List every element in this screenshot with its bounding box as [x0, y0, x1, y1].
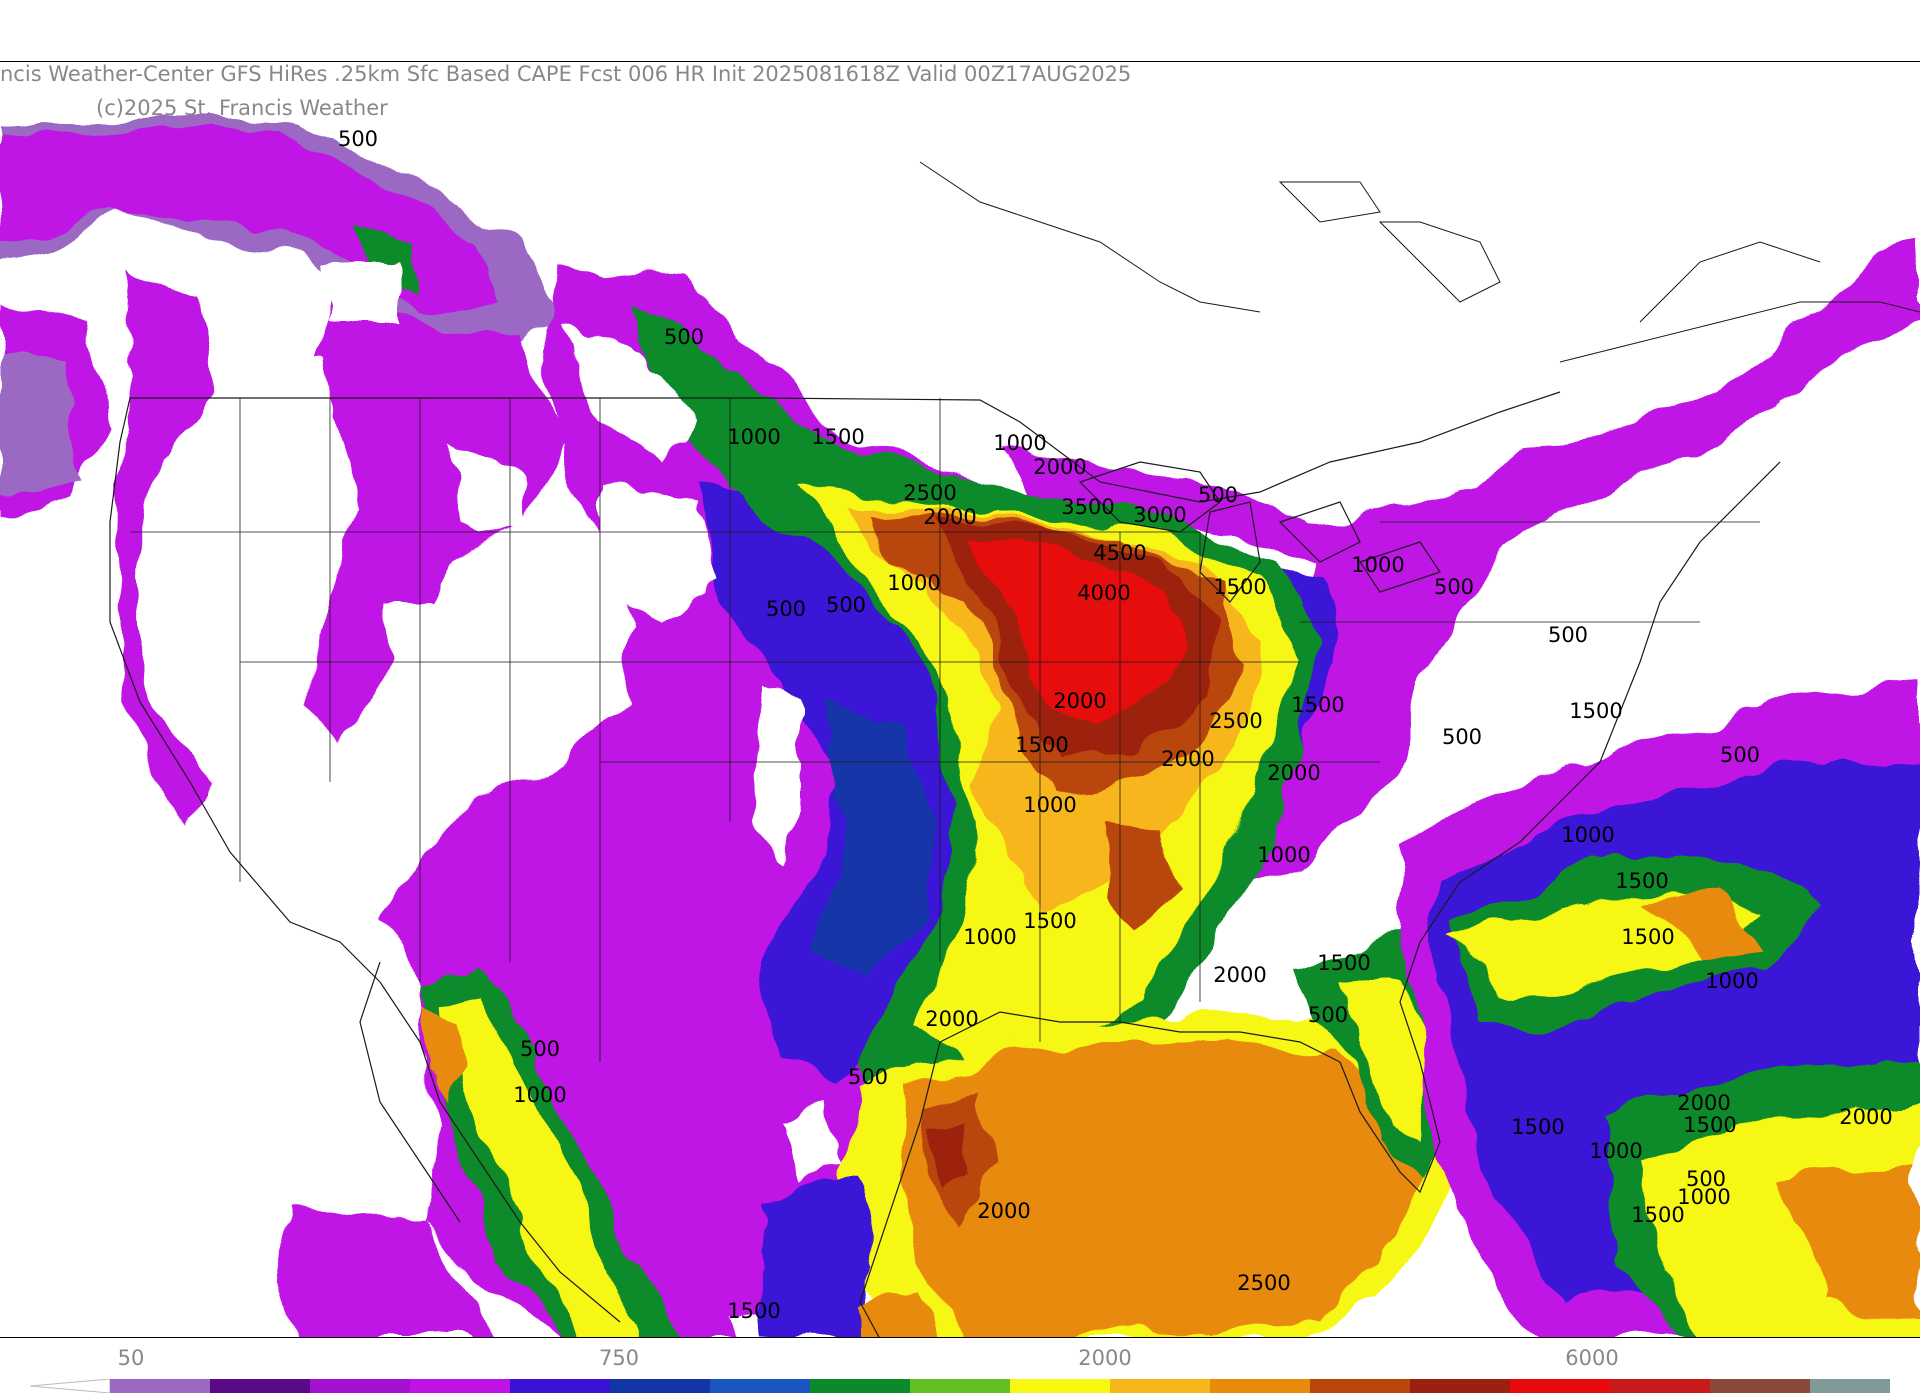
contour-label: 500 — [1548, 623, 1588, 647]
contour-label: 1000 — [1351, 553, 1404, 577]
colorbar-segment — [1510, 1379, 1611, 1393]
contour-label: 2000 — [1053, 689, 1106, 713]
contour-label: 500 — [1686, 1167, 1726, 1191]
contour-label: 1000 — [963, 925, 1016, 949]
contour-label: 1500 — [811, 425, 864, 449]
colorbar-segment — [1210, 1379, 1311, 1393]
colorbar-tick-3: 6000 — [1565, 1346, 1619, 1370]
colorbar-segment — [1310, 1379, 1411, 1393]
contour-label: 1000 — [1023, 793, 1076, 817]
contour-label: 1500 — [1511, 1115, 1564, 1139]
contour-label: 2500 — [903, 481, 956, 505]
contour-label: 2000 — [1033, 455, 1086, 479]
contour-label: 500 — [1198, 483, 1238, 507]
colorbar-segment — [1610, 1379, 1711, 1393]
colorbar-segment — [1010, 1379, 1111, 1393]
colorbar-segment — [810, 1379, 911, 1393]
colorbar-segment — [410, 1379, 511, 1393]
cape-shading — [0, 122, 1920, 1337]
contour-label: 1500 — [1631, 1203, 1684, 1227]
colorbar-segment — [310, 1379, 411, 1393]
colorbar-segment — [1710, 1379, 1811, 1393]
contour-label: 1000 — [993, 431, 1046, 455]
colorbar-segment — [1810, 1379, 1911, 1393]
contour-label: 4000 — [1077, 581, 1130, 605]
colorbar-segment — [110, 1379, 211, 1393]
contour-label: 2000 — [1161, 747, 1214, 771]
colorbar-segment — [610, 1379, 711, 1393]
contour-label: 3000 — [1133, 503, 1186, 527]
contour-label: 1500 — [727, 1299, 780, 1323]
contour-label: 1000 — [887, 571, 940, 595]
contour-label: 2000 — [1839, 1105, 1892, 1129]
contour-label: 1500 — [1683, 1113, 1736, 1137]
contour-label: 2000 — [977, 1199, 1030, 1223]
colorbar-segment — [510, 1379, 611, 1393]
contour-label: 1000 — [1705, 969, 1758, 993]
colorbar-segment — [1110, 1379, 1211, 1393]
contour-label: 500 — [338, 127, 378, 151]
colorbar-left-arrow — [29, 1378, 111, 1394]
contour-label: 1500 — [1015, 733, 1068, 757]
contour-label: 500 — [1720, 743, 1760, 767]
boundary-lines — [109, 161, 1920, 1337]
contour-label: 500 — [664, 325, 704, 349]
contour-label: 500 — [1308, 1003, 1348, 1027]
copyright-label: (c)2025 St. Francis Weather — [96, 96, 388, 120]
contour-label: 2500 — [1209, 709, 1262, 733]
contour-label: 2000 — [925, 1007, 978, 1031]
colorbar-svg — [29, 1378, 1911, 1394]
low-cape-patches — [240, 262, 840, 1182]
contour-label: 1500 — [1213, 575, 1266, 599]
contour-label: 1000 — [1561, 823, 1614, 847]
contour-label: 1000 — [1257, 843, 1310, 867]
contour-label: 2000 — [923, 505, 976, 529]
colorbar-segment — [210, 1379, 311, 1393]
contour-label: 500 — [766, 597, 806, 621]
cape-map: 500 500 1000 1500 1000 2000 2500 2000 3500 3000 50… — [0, 61, 1920, 1338]
contour-label: 500 — [1442, 725, 1482, 749]
colorbar — [29, 1378, 1911, 1394]
colorbar-tick-2: 2000 — [1078, 1346, 1132, 1370]
colorbar-segment — [910, 1379, 1011, 1393]
colorbar-tick-1: 750 — [598, 1346, 640, 1370]
contour-label: 500 — [1434, 575, 1474, 599]
contour-label: 500 — [826, 593, 866, 617]
contour-label: 1000 — [727, 425, 780, 449]
contour-label: 1000 — [1589, 1139, 1642, 1163]
contour-label: 1500 — [1569, 699, 1622, 723]
colorbar-segment — [1410, 1379, 1511, 1393]
contour-label: 500 — [520, 1037, 560, 1061]
contour-label: 1500 — [1621, 925, 1674, 949]
map-title: ncis Weather-Center GFS HiRes .25km Sfc … — [0, 62, 1132, 86]
colorbar-segment — [710, 1379, 811, 1393]
contour-label: 1500 — [1317, 951, 1370, 975]
contour-label: 2000 — [1213, 963, 1266, 987]
contour-label: 2500 — [1237, 1271, 1290, 1295]
colorbar-tick-0: 50 — [117, 1346, 145, 1370]
contour-label: 500 — [848, 1065, 888, 1089]
contour-label: 1000 — [1677, 1185, 1730, 1209]
contour-label: 1500 — [1615, 869, 1668, 893]
contour-label: 1000 — [513, 1083, 566, 1107]
contour-label: 1500 — [1023, 909, 1076, 933]
contour-label: 1500 — [1291, 693, 1344, 717]
contour-label: 2000 — [1267, 761, 1320, 785]
contour-label: 4500 — [1093, 541, 1146, 565]
contour-label: 2000 — [1677, 1091, 1730, 1115]
contour-label: 3500 — [1061, 495, 1114, 519]
